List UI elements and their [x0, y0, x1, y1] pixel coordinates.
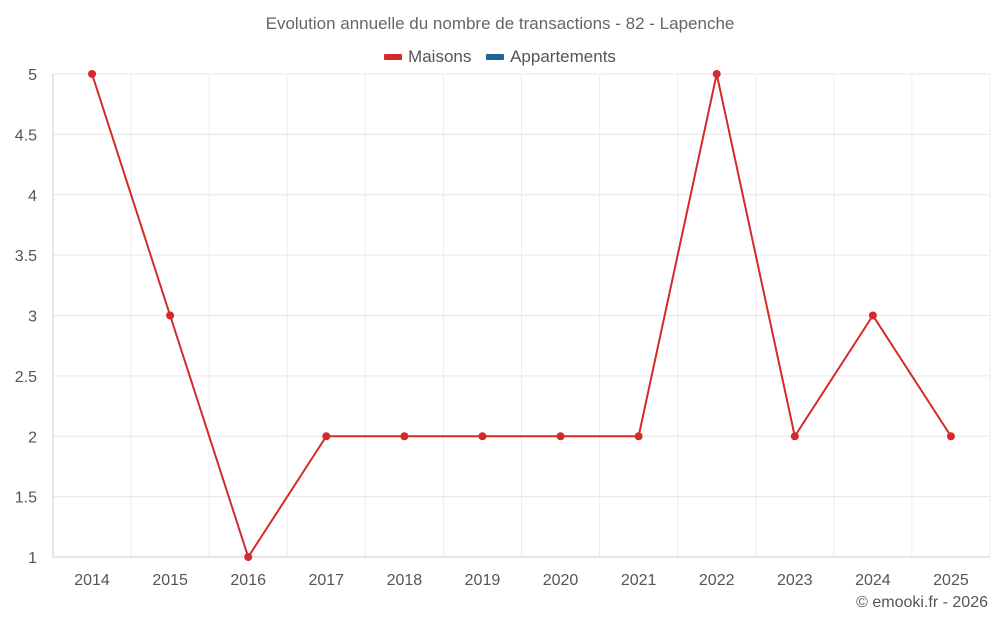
legend-swatch-maisons	[384, 54, 403, 60]
x-tick-label: 2020	[543, 572, 579, 589]
x-tick-label: 2018	[387, 572, 423, 589]
y-tick-label: 2.5	[15, 369, 37, 386]
series-points	[88, 70, 955, 561]
legend-item-appartements[interactable]: Appartements	[486, 47, 616, 67]
legend-item-maisons[interactable]: Maisons	[384, 47, 471, 67]
legend-label-appartements: Appartements	[510, 47, 616, 66]
legend-swatch-appartements	[486, 54, 505, 60]
x-tick-label: 2015	[152, 572, 188, 589]
x-tick-labels: 2014 2015 2016 2017 2018 2019 2020 2021 2022 2023…	[74, 572, 969, 589]
y-tick-label: 5	[28, 67, 37, 84]
x-tick-label: 2016	[230, 572, 266, 589]
y-tick-label: 2	[28, 429, 37, 446]
data-point-maisons[interactable]	[790, 432, 799, 441]
data-point-maisons[interactable]	[166, 311, 175, 320]
x-tick-label: 2022	[699, 572, 735, 589]
chart-title: Evolution annuelle du nombre de transact…	[265, 14, 735, 33]
data-point-maisons[interactable]	[946, 432, 955, 441]
y-tick-label: 4.5	[15, 127, 37, 144]
axis-lines	[52, 74, 990, 558]
x-tick-label: 2014	[74, 572, 110, 589]
chart-legend: Maisons Appartements	[0, 45, 1000, 67]
data-point-maisons[interactable]	[712, 70, 721, 78]
x-tick-label: 2023	[777, 572, 813, 589]
data-point-maisons[interactable]	[88, 70, 97, 78]
data-point-maisons[interactable]	[868, 311, 877, 320]
y-tick-label: 4	[28, 188, 37, 205]
x-tick-label: 2024	[855, 572, 891, 589]
x-tick-label: 2017	[308, 572, 344, 589]
data-point-maisons[interactable]	[478, 432, 487, 441]
y-tick-label: 3	[28, 309, 37, 326]
y-tick-label: 1.5	[15, 490, 37, 507]
x-tick-label: 2019	[465, 572, 501, 589]
data-point-maisons[interactable]	[244, 553, 253, 561]
y-tick-label: 1	[28, 550, 37, 567]
x-gridlines	[52, 74, 991, 557]
series-line-maisons	[91, 73, 952, 558]
series-lines	[91, 73, 952, 558]
data-point-maisons[interactable]	[400, 432, 409, 441]
credit-text: © emooki.fr - 2026	[856, 594, 988, 611]
data-point-maisons[interactable]	[322, 432, 331, 441]
y-tick-label: 3.5	[15, 248, 37, 265]
data-point-maisons[interactable]	[634, 432, 643, 441]
data-point-maisons[interactable]	[556, 432, 565, 441]
y-tick-labels: 1 1.5 2 2.5 3 3.5 4 4.5 5	[15, 67, 37, 567]
x-tick-label: 2021	[621, 572, 657, 589]
x-tick-label: 2025	[933, 572, 969, 589]
legend-label-maisons: Maisons	[408, 47, 472, 66]
